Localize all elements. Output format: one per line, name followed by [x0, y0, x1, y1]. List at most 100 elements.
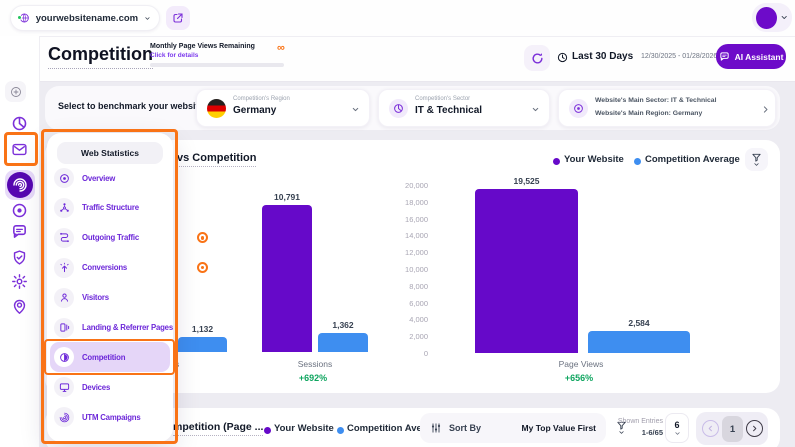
bar-value-label: 2,584 [628, 318, 650, 329]
sort-by-label: Sort By [449, 423, 482, 433]
next-page-button[interactable] [746, 420, 763, 437]
category-label: Page Views [558, 359, 604, 369]
menu-item-label: Conversions [82, 263, 128, 273]
account-menu[interactable] [752, 3, 792, 32]
current-page[interactable]: 1 [722, 416, 743, 442]
funnel-icon [616, 420, 627, 431]
sidebar-item-gear[interactable] [11, 273, 28, 290]
chevron-down-icon [351, 105, 360, 114]
bar-your-website-sessions[interactable] [262, 204, 312, 352]
chevron-right-icon [761, 105, 770, 114]
website-info-card[interactable]: Website's Main Sector: IT & Technical We… [558, 89, 776, 127]
sidebar-item-pin-person[interactable] [11, 298, 28, 315]
sidebar-item-chat[interactable] [11, 223, 28, 240]
legend-dot-your-website [264, 427, 271, 434]
sidebar-item-target[interactable] [11, 202, 28, 219]
globe-icon [17, 11, 30, 25]
y-axis-tick: 14,000 [405, 231, 428, 241]
delta-label: +692% [298, 373, 328, 383]
radar-icon [7, 172, 33, 198]
legend-dot-competition-average [337, 427, 344, 434]
date-range-value: 12/30/2025 - 01/28/2026 [641, 53, 718, 60]
sidebar [0, 36, 40, 447]
sort-by-control[interactable]: Sort By My Top Value First [420, 413, 606, 443]
competition-icon [54, 347, 74, 368]
previous-page-button[interactable] [702, 420, 719, 437]
page-title: Competition [48, 44, 153, 69]
germany-flag-icon [207, 99, 226, 118]
utm-icon [54, 407, 74, 428]
pages-icon [54, 317, 74, 338]
y-axis-tick: 6,000 [409, 298, 428, 308]
pie-icon [393, 103, 404, 114]
y-axis-tick: 4,000 [409, 315, 428, 325]
bar-chart: 1,132 10,791 1,362 19,525 2,584 s Sessions +692… [45, 140, 780, 393]
menu-item-competition[interactable]: Competition [50, 342, 170, 373]
monitor-icon [54, 377, 74, 398]
bar-your-website-page-views[interactable] [475, 188, 578, 353]
bar-competition-average-page-views[interactable] [588, 331, 690, 353]
chevron-down-icon [618, 429, 625, 436]
web-statistics-menu: Web Statistics Overview Traffic Structure… [47, 133, 208, 442]
external-link-icon [172, 12, 184, 24]
sidebar-item-mail[interactable] [11, 141, 28, 158]
sliders-icon [430, 422, 442, 434]
bar-value-label: 1,132 [191, 323, 214, 334]
sidebar-item-shield[interactable] [11, 249, 28, 266]
menu-item-devices[interactable]: Devices [50, 372, 170, 402]
date-range-selector[interactable]: 12/30/2025 - 01/28/2026 [641, 53, 726, 60]
period-label[interactable]: Last 30 Days [572, 51, 634, 62]
open-website-button[interactable] [166, 6, 190, 30]
chart-title-fragment: vs Competition [177, 152, 257, 167]
menu-item-overview[interactable]: Overview [50, 163, 170, 193]
menu-item-traffic-structure[interactable]: Traffic Structure [50, 193, 170, 223]
bar-value-label: 19,525 [513, 175, 540, 186]
sort-by-value: My Top Value First [521, 423, 596, 433]
menu-item-label: UTM Campaigns [82, 412, 141, 422]
bar-competition-average-sessions[interactable] [318, 333, 368, 352]
sidebar-item-radar[interactable] [5, 170, 35, 200]
chart-filter-button[interactable] [745, 148, 768, 171]
menu-item-landing-referrer-pages[interactable]: Landing & Referrer Pages [50, 313, 173, 343]
website-selector[interactable]: yourwebsitename.com [10, 5, 160, 31]
clock-icon [557, 52, 568, 63]
quota-value: ∞ [277, 42, 285, 54]
bar-competition-average-group0[interactable] [178, 336, 227, 352]
sector-dropdown-value: IT & Technical [415, 105, 483, 116]
target-icon [573, 103, 584, 114]
chevron-down-icon [144, 14, 151, 23]
page-size-value: 6 [674, 419, 680, 430]
menu-item-label: Devices [82, 382, 111, 392]
y-axis-tick: 2,000 [409, 332, 428, 342]
chat-icon [719, 51, 730, 62]
menu-item-outgoing-traffic[interactable]: Outgoing Traffic [50, 223, 208, 253]
benchmark-label: Select to benchmark your website: [58, 101, 207, 111]
network-icon [54, 197, 74, 218]
menu-header: Web Statistics [57, 142, 163, 164]
ai-assistant-button[interactable]: AI Assistant [716, 44, 786, 69]
page-size-selector[interactable]: 6 [665, 413, 689, 443]
bar-value-label: 1,362 [332, 320, 354, 331]
menu-item-conversions[interactable]: Conversions [50, 253, 208, 283]
refresh-button[interactable] [524, 45, 550, 71]
menu-item-utm-campaigns[interactable]: UTM Campaigns [50, 402, 170, 432]
sector-dropdown[interactable]: Competition's Sector IT & Technical [378, 89, 550, 127]
annotation-box-competition-item [44, 339, 175, 375]
sidebar-item-add-circle[interactable] [5, 81, 26, 102]
notification-badge-icon [197, 262, 208, 274]
notification-badge-icon [197, 232, 208, 244]
quota-details-link[interactable]: Click for details [150, 52, 199, 59]
legend-your-website: Your Website [564, 154, 624, 165]
menu-item-label: Overview [82, 173, 116, 183]
sidebar-item-pie[interactable] [11, 115, 28, 132]
user-icon [54, 287, 74, 308]
topbar-divider [0, 36, 795, 37]
chevron-down-icon [780, 13, 788, 22]
region-dropdown[interactable]: Competition's Region Germany [196, 89, 370, 127]
menu-item-label: Visitors [82, 293, 109, 303]
menu-item-visitors[interactable]: Visitors [50, 283, 170, 313]
refresh-icon [531, 52, 544, 65]
table-filter-button[interactable] [610, 416, 633, 439]
y-axis-tick: 18,000 [405, 197, 428, 207]
